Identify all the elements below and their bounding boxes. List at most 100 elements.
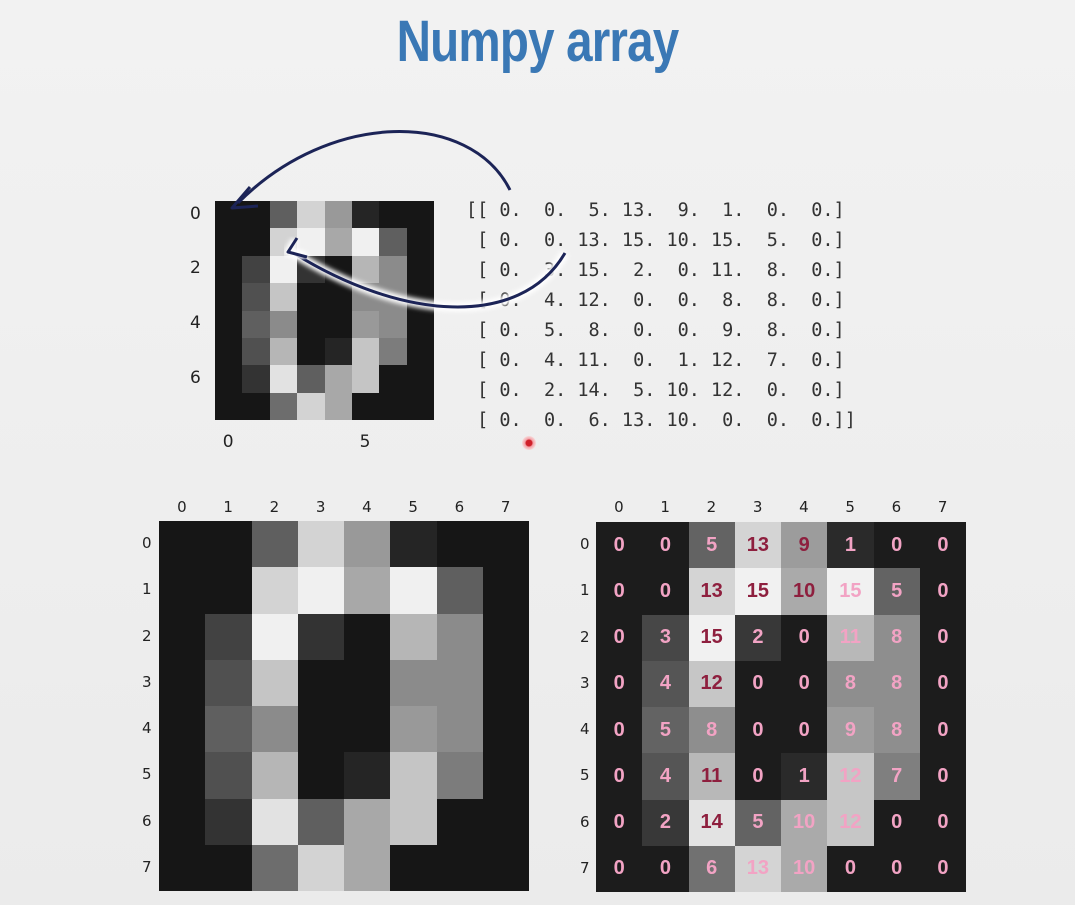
pixel-value-label: 0 <box>798 626 810 649</box>
pixel-value-label: 0 <box>937 718 949 741</box>
pixel-cell <box>390 706 437 753</box>
pixel-cell <box>215 228 243 256</box>
pixel-cell: 8 <box>873 660 920 707</box>
pixel-cell <box>482 752 529 799</box>
pixel-cell <box>406 201 434 229</box>
pixel-cell <box>351 255 380 284</box>
pixel-value-label: 1 <box>798 764 810 787</box>
axis-tick-label: 0 <box>580 535 590 554</box>
pixel-cell <box>324 365 352 393</box>
pixel-cell <box>297 392 325 420</box>
pixel-cell <box>482 613 529 660</box>
pixel-cell <box>324 228 352 256</box>
axis-tick-label: 5 <box>580 766 590 785</box>
pixel-value-label: 8 <box>844 672 856 695</box>
pixel-cell <box>297 613 344 660</box>
pixel-cell: 13 <box>734 522 781 569</box>
pixel-cell <box>215 255 243 284</box>
pixel-value-label: 0 <box>752 718 764 741</box>
pixel-cell: 0 <box>781 707 828 754</box>
axis-tick-label: 7 <box>142 857 152 876</box>
pixel-cell: 4 <box>642 753 689 800</box>
pixel-cell <box>351 365 380 393</box>
axis-tick-label: 7 <box>580 858 590 877</box>
pixel-value-label: 0 <box>937 764 949 787</box>
pixel-cell: 0 <box>596 845 643 892</box>
pixel-cell <box>215 201 243 229</box>
pixel-value-label: 10 <box>793 811 816 834</box>
pixel-cell <box>297 706 344 753</box>
pixel-cell <box>379 310 407 338</box>
pixel-cell <box>159 521 206 568</box>
pixel-cell <box>324 310 352 338</box>
pixel-value-label: 5 <box>891 579 903 602</box>
axis-tick-label: 6 <box>580 812 590 831</box>
pixel-value-label: 0 <box>613 718 625 741</box>
pixel-cell <box>379 255 407 284</box>
pixel-cell: 10 <box>781 568 828 615</box>
pixel-cell: 8 <box>827 660 874 707</box>
pixel-value-label: 8 <box>891 718 903 741</box>
pixel-cell <box>406 365 434 393</box>
pixel-cell <box>297 798 344 845</box>
pixel-cell <box>242 392 270 420</box>
pixel-cell <box>436 752 483 799</box>
pixel-cell: 0 <box>596 753 643 800</box>
pixel-cell <box>159 567 206 614</box>
pixel-value-label: 5 <box>706 533 718 556</box>
pixel-cell: 7 <box>873 753 920 800</box>
pixel-value-label: 15 <box>700 626 723 649</box>
pixel-value-label: 1 <box>844 533 856 556</box>
axis-tick-label: 4 <box>362 498 372 516</box>
axis-tick-label: 7 <box>500 498 511 516</box>
pixel-cell <box>297 337 325 366</box>
pixel-cell <box>351 392 380 420</box>
pixel-cell <box>406 310 434 338</box>
axis-tick-label: 0 <box>190 203 201 224</box>
axis-tick-label: 5 <box>845 498 855 516</box>
axis-tick-label: 1 <box>660 498 670 516</box>
pixel-cell: 9 <box>827 707 874 754</box>
pixel-cell: 5 <box>734 799 781 846</box>
pixel-cell <box>297 310 325 338</box>
pixel-cell <box>324 392 352 420</box>
pixel-cell: 15 <box>827 568 874 615</box>
small-digit-image <box>215 201 434 420</box>
pixel-cell <box>297 521 344 568</box>
pixel-cell <box>436 613 483 660</box>
pixel-cell: 0 <box>919 799 966 846</box>
pixel-cell: 1 <box>827 522 874 569</box>
pixel-value-label: 0 <box>613 626 625 649</box>
pixel-value-label: 10 <box>793 857 816 880</box>
pixel-value-label: 12 <box>700 672 723 695</box>
pixel-cell <box>242 255 270 284</box>
pixel-cell <box>390 659 437 706</box>
pixel-cell <box>379 337 407 366</box>
pixel-cell <box>379 392 407 420</box>
pixel-cell <box>251 752 298 799</box>
pixel-cell: 0 <box>596 522 643 569</box>
pixel-cell <box>379 201 407 229</box>
pixel-cell <box>482 659 529 706</box>
pixel-value-label: 10 <box>793 579 816 602</box>
pixel-cell: 2 <box>642 799 689 846</box>
pixel-cell <box>390 752 437 799</box>
pixel-value-label: 0 <box>937 626 949 649</box>
pixel-cell <box>251 567 298 614</box>
pixel-cell <box>379 283 407 311</box>
pixel-value-label: 0 <box>798 672 810 695</box>
pixel-cell <box>215 283 243 311</box>
pixel-value-label: 0 <box>891 533 903 556</box>
pixel-cell <box>297 659 344 706</box>
pixel-cell <box>215 365 243 393</box>
axis-tick-label: 2 <box>580 627 590 646</box>
pixel-value-label: 2 <box>659 811 671 834</box>
pixel-cell: 10 <box>781 799 828 846</box>
pixel-cell <box>242 310 270 338</box>
pixel-cell <box>324 337 352 366</box>
pixel-cell: 15 <box>734 568 781 615</box>
pixel-value-label: 7 <box>891 764 903 787</box>
pixel-cell: 0 <box>596 799 643 846</box>
pixel-cell: 13 <box>688 568 735 615</box>
pixel-cell <box>269 310 298 338</box>
